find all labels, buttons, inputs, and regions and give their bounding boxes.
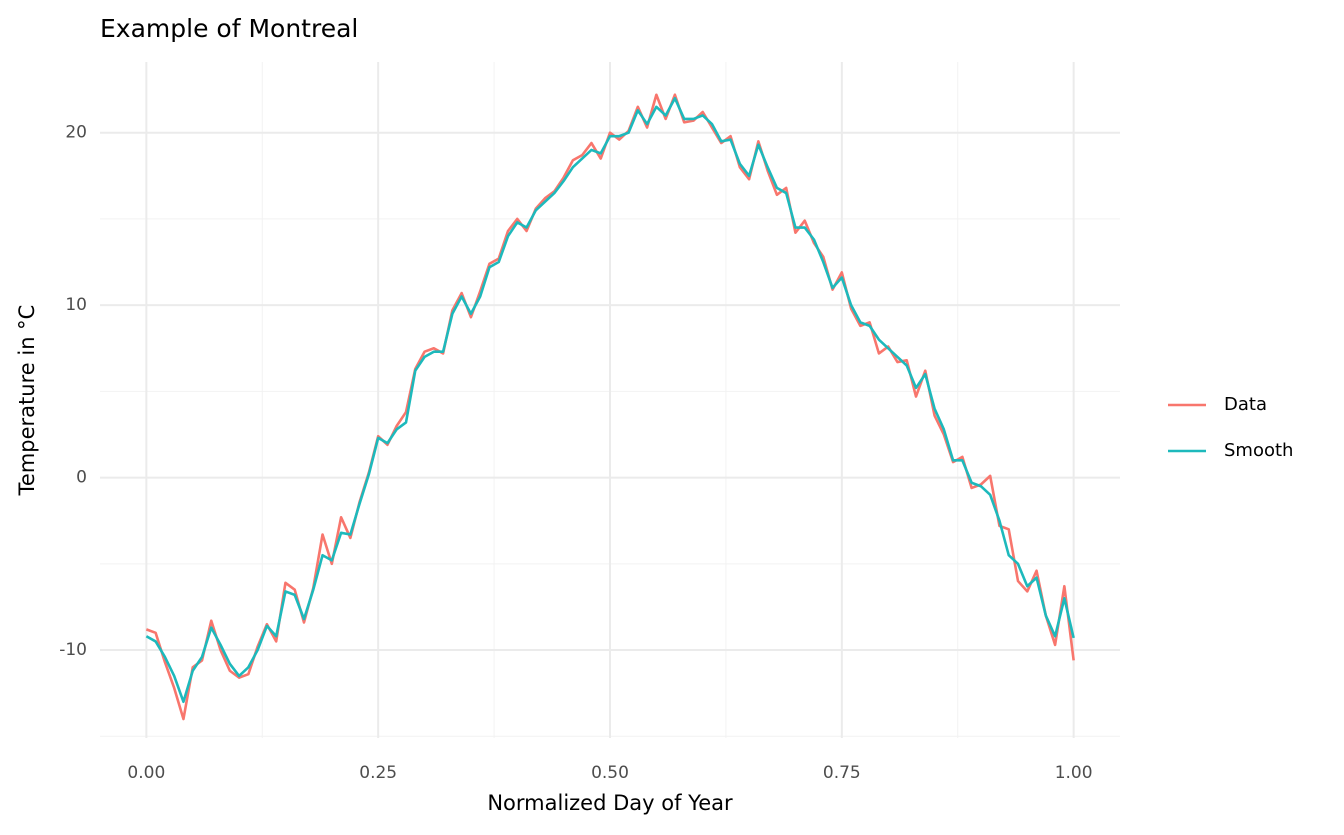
y-tick-label: -10 [59,640,87,660]
y-tick-label: 20 [65,123,87,143]
y-tick-label: 0 [76,468,87,488]
x-tick-label: 0.50 [591,763,629,783]
legend-label: Data [1224,394,1267,415]
data-line [145,96,1075,704]
y-axis-title: Temperature in °C [15,305,39,497]
x-tick-label: 1.00 [1055,763,1093,783]
y-tick-label: 10 [65,295,87,315]
chart-title: Example of Montreal [100,14,358,43]
x-tick-label: 0.75 [823,763,861,783]
x-tick-label: 0.00 [127,763,165,783]
x-axis-title: Normalized Day of Year [487,791,733,815]
legend-label: Smooth [1224,440,1293,461]
x-tick-label: 0.25 [359,763,397,783]
